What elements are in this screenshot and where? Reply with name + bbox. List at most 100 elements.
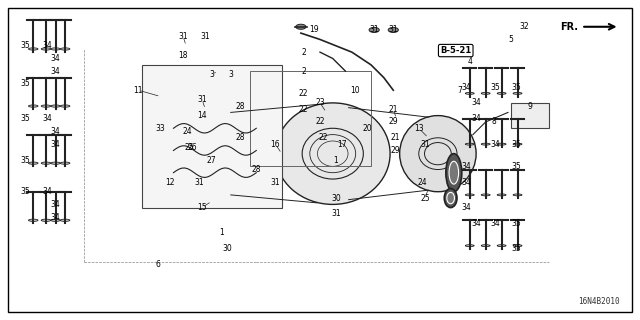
Text: 31: 31 [331, 209, 340, 219]
Text: 27: 27 [207, 156, 216, 164]
Text: 6: 6 [155, 260, 160, 269]
Text: 35: 35 [490, 83, 500, 92]
Text: 22: 22 [298, 89, 308, 98]
Text: FR.: FR. [560, 22, 578, 32]
Ellipse shape [513, 143, 522, 145]
Text: 34: 34 [461, 178, 472, 187]
Text: 21: 21 [388, 105, 398, 114]
Bar [250, 71, 371, 166]
Text: 34: 34 [51, 67, 60, 76]
Text: 35: 35 [511, 140, 521, 148]
Text: 16N4B2010: 16N4B2010 [578, 297, 620, 306]
Ellipse shape [444, 188, 457, 208]
Ellipse shape [28, 219, 38, 221]
Text: 24: 24 [417, 178, 427, 187]
Text: 28: 28 [236, 101, 245, 111]
Bar [511, 103, 549, 128]
Circle shape [296, 24, 306, 29]
Text: 31: 31 [197, 95, 207, 104]
Ellipse shape [481, 92, 490, 94]
Text: 30: 30 [331, 194, 341, 203]
Text: 35: 35 [20, 187, 30, 196]
Ellipse shape [497, 245, 506, 247]
Text: 14: 14 [197, 111, 207, 120]
Ellipse shape [28, 162, 38, 164]
Ellipse shape [497, 92, 506, 94]
Text: 34: 34 [51, 200, 60, 209]
Text: 35: 35 [20, 114, 30, 123]
Text: 22: 22 [298, 105, 308, 114]
Text: 10: 10 [350, 86, 360, 95]
Ellipse shape [465, 92, 474, 94]
Text: 1: 1 [219, 228, 223, 237]
Text: 35: 35 [511, 83, 521, 92]
Ellipse shape [166, 135, 174, 153]
Text: 35: 35 [511, 244, 521, 253]
Ellipse shape [28, 105, 38, 107]
Text: 28: 28 [252, 165, 261, 174]
Text: 9: 9 [528, 101, 532, 111]
Text: 31: 31 [271, 178, 280, 187]
Text: 34: 34 [51, 140, 60, 148]
Ellipse shape [28, 48, 38, 50]
Text: 34: 34 [51, 127, 60, 136]
Text: 25: 25 [184, 143, 194, 152]
Text: 30: 30 [223, 244, 232, 253]
Text: 34: 34 [490, 140, 500, 148]
Ellipse shape [481, 143, 490, 145]
Text: 35: 35 [20, 156, 30, 164]
Text: 34: 34 [461, 203, 472, 212]
Text: 29: 29 [388, 117, 398, 126]
Ellipse shape [173, 112, 262, 195]
Ellipse shape [51, 105, 60, 107]
Ellipse shape [513, 194, 522, 196]
Text: 20: 20 [363, 124, 372, 133]
Text: 16: 16 [271, 140, 280, 148]
Text: 22: 22 [319, 133, 328, 142]
Ellipse shape [275, 103, 390, 204]
Text: 1: 1 [333, 156, 339, 164]
Text: 34: 34 [51, 212, 60, 222]
Text: 32: 32 [519, 22, 529, 31]
Ellipse shape [481, 245, 490, 247]
Text: 34: 34 [51, 54, 60, 63]
Ellipse shape [51, 219, 60, 221]
Text: 35: 35 [511, 219, 521, 228]
Text: 3: 3 [228, 70, 233, 79]
Text: 22: 22 [316, 117, 324, 126]
Ellipse shape [60, 219, 70, 221]
Ellipse shape [513, 245, 522, 247]
Ellipse shape [497, 143, 506, 145]
Text: 35: 35 [511, 162, 521, 171]
Text: 35: 35 [20, 41, 30, 50]
Text: 17: 17 [337, 140, 347, 148]
Text: 34: 34 [42, 187, 52, 196]
Text: 25: 25 [420, 194, 430, 203]
Text: 2: 2 [301, 48, 307, 57]
Text: 34: 34 [42, 114, 52, 123]
Text: B-5-21: B-5-21 [440, 46, 471, 55]
Text: 21: 21 [390, 133, 400, 142]
Ellipse shape [161, 158, 173, 175]
Text: 35: 35 [20, 79, 30, 88]
Text: 34: 34 [490, 219, 500, 228]
Text: 31: 31 [420, 140, 430, 148]
Ellipse shape [465, 143, 474, 145]
Text: 31: 31 [200, 32, 210, 41]
Ellipse shape [51, 162, 60, 164]
Text: 13: 13 [414, 124, 424, 133]
Text: 31: 31 [369, 25, 379, 35]
Text: 15: 15 [197, 203, 207, 212]
Text: 4: 4 [467, 57, 472, 66]
Text: 12: 12 [166, 178, 175, 187]
Ellipse shape [465, 194, 474, 196]
Ellipse shape [447, 192, 454, 204]
Text: 3: 3 [209, 70, 214, 79]
Text: 8: 8 [492, 117, 497, 126]
Text: 29: 29 [390, 146, 400, 155]
Text: 23: 23 [315, 99, 325, 108]
Ellipse shape [163, 128, 177, 160]
Text: 34: 34 [461, 162, 472, 171]
Text: 34: 34 [471, 114, 481, 123]
Circle shape [388, 28, 398, 32]
